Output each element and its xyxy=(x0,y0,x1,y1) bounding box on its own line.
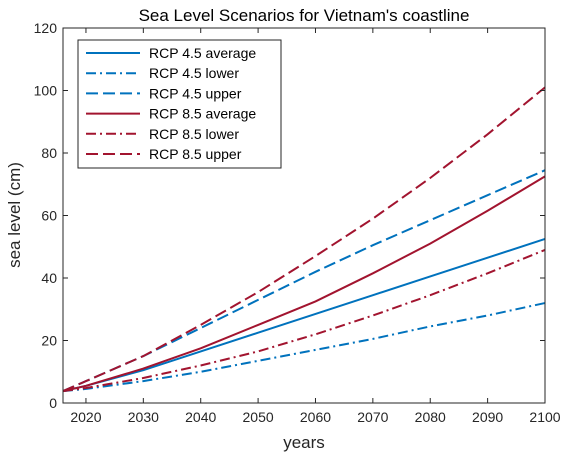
x-tick-label: 2030 xyxy=(128,409,159,425)
x-tick-label: 2040 xyxy=(185,409,216,425)
chart-title: Sea Level Scenarios for Vietnam's coastl… xyxy=(139,6,470,25)
y-tick-label: 80 xyxy=(41,145,57,161)
series-line-1 xyxy=(62,302,546,393)
series-line-5 xyxy=(62,86,546,393)
legend-label-1: RCP 4.5 lower xyxy=(149,65,239,81)
series-line-4 xyxy=(62,248,546,393)
y-axis-label: sea level (cm) xyxy=(5,162,24,268)
legend-label-4: RCP 8.5 lower xyxy=(149,126,239,142)
legend-label-0: RCP 4.5 average xyxy=(149,45,256,61)
series-layer xyxy=(62,86,546,393)
y-tick-label: 100 xyxy=(34,83,58,99)
x-tick-label: 2090 xyxy=(472,409,503,425)
y-tick-label: 120 xyxy=(34,20,58,36)
y-tick-label: 0 xyxy=(49,395,57,411)
series-line-3 xyxy=(62,175,546,393)
y-tick-label: 20 xyxy=(41,333,57,349)
legend-label-5: RCP 8.5 upper xyxy=(149,146,242,162)
x-tick-label: 2070 xyxy=(357,409,388,425)
x-tick-label: 2080 xyxy=(415,409,446,425)
legend-label-3: RCP 8.5 average xyxy=(149,106,256,122)
x-axis-label: years xyxy=(283,433,325,452)
y-tick-label: 40 xyxy=(41,270,57,286)
y-tick-label: 60 xyxy=(41,208,57,224)
ticks-layer: 2020 2030 2040 2050 2060 2070 2080 2090 21000204… xyxy=(34,20,561,425)
legend-box xyxy=(77,39,282,169)
legend-label-2: RCP 4.5 upper xyxy=(149,85,242,101)
x-tick-label: 2100 xyxy=(529,409,560,425)
x-tick-label: 2060 xyxy=(300,409,331,425)
x-tick-label: 2020 xyxy=(70,409,101,425)
legend: RCP 4.5 average RCP 4.5 lower RCP 4.5 uppe… xyxy=(77,39,282,169)
x-tick-label: 2050 xyxy=(243,409,274,425)
